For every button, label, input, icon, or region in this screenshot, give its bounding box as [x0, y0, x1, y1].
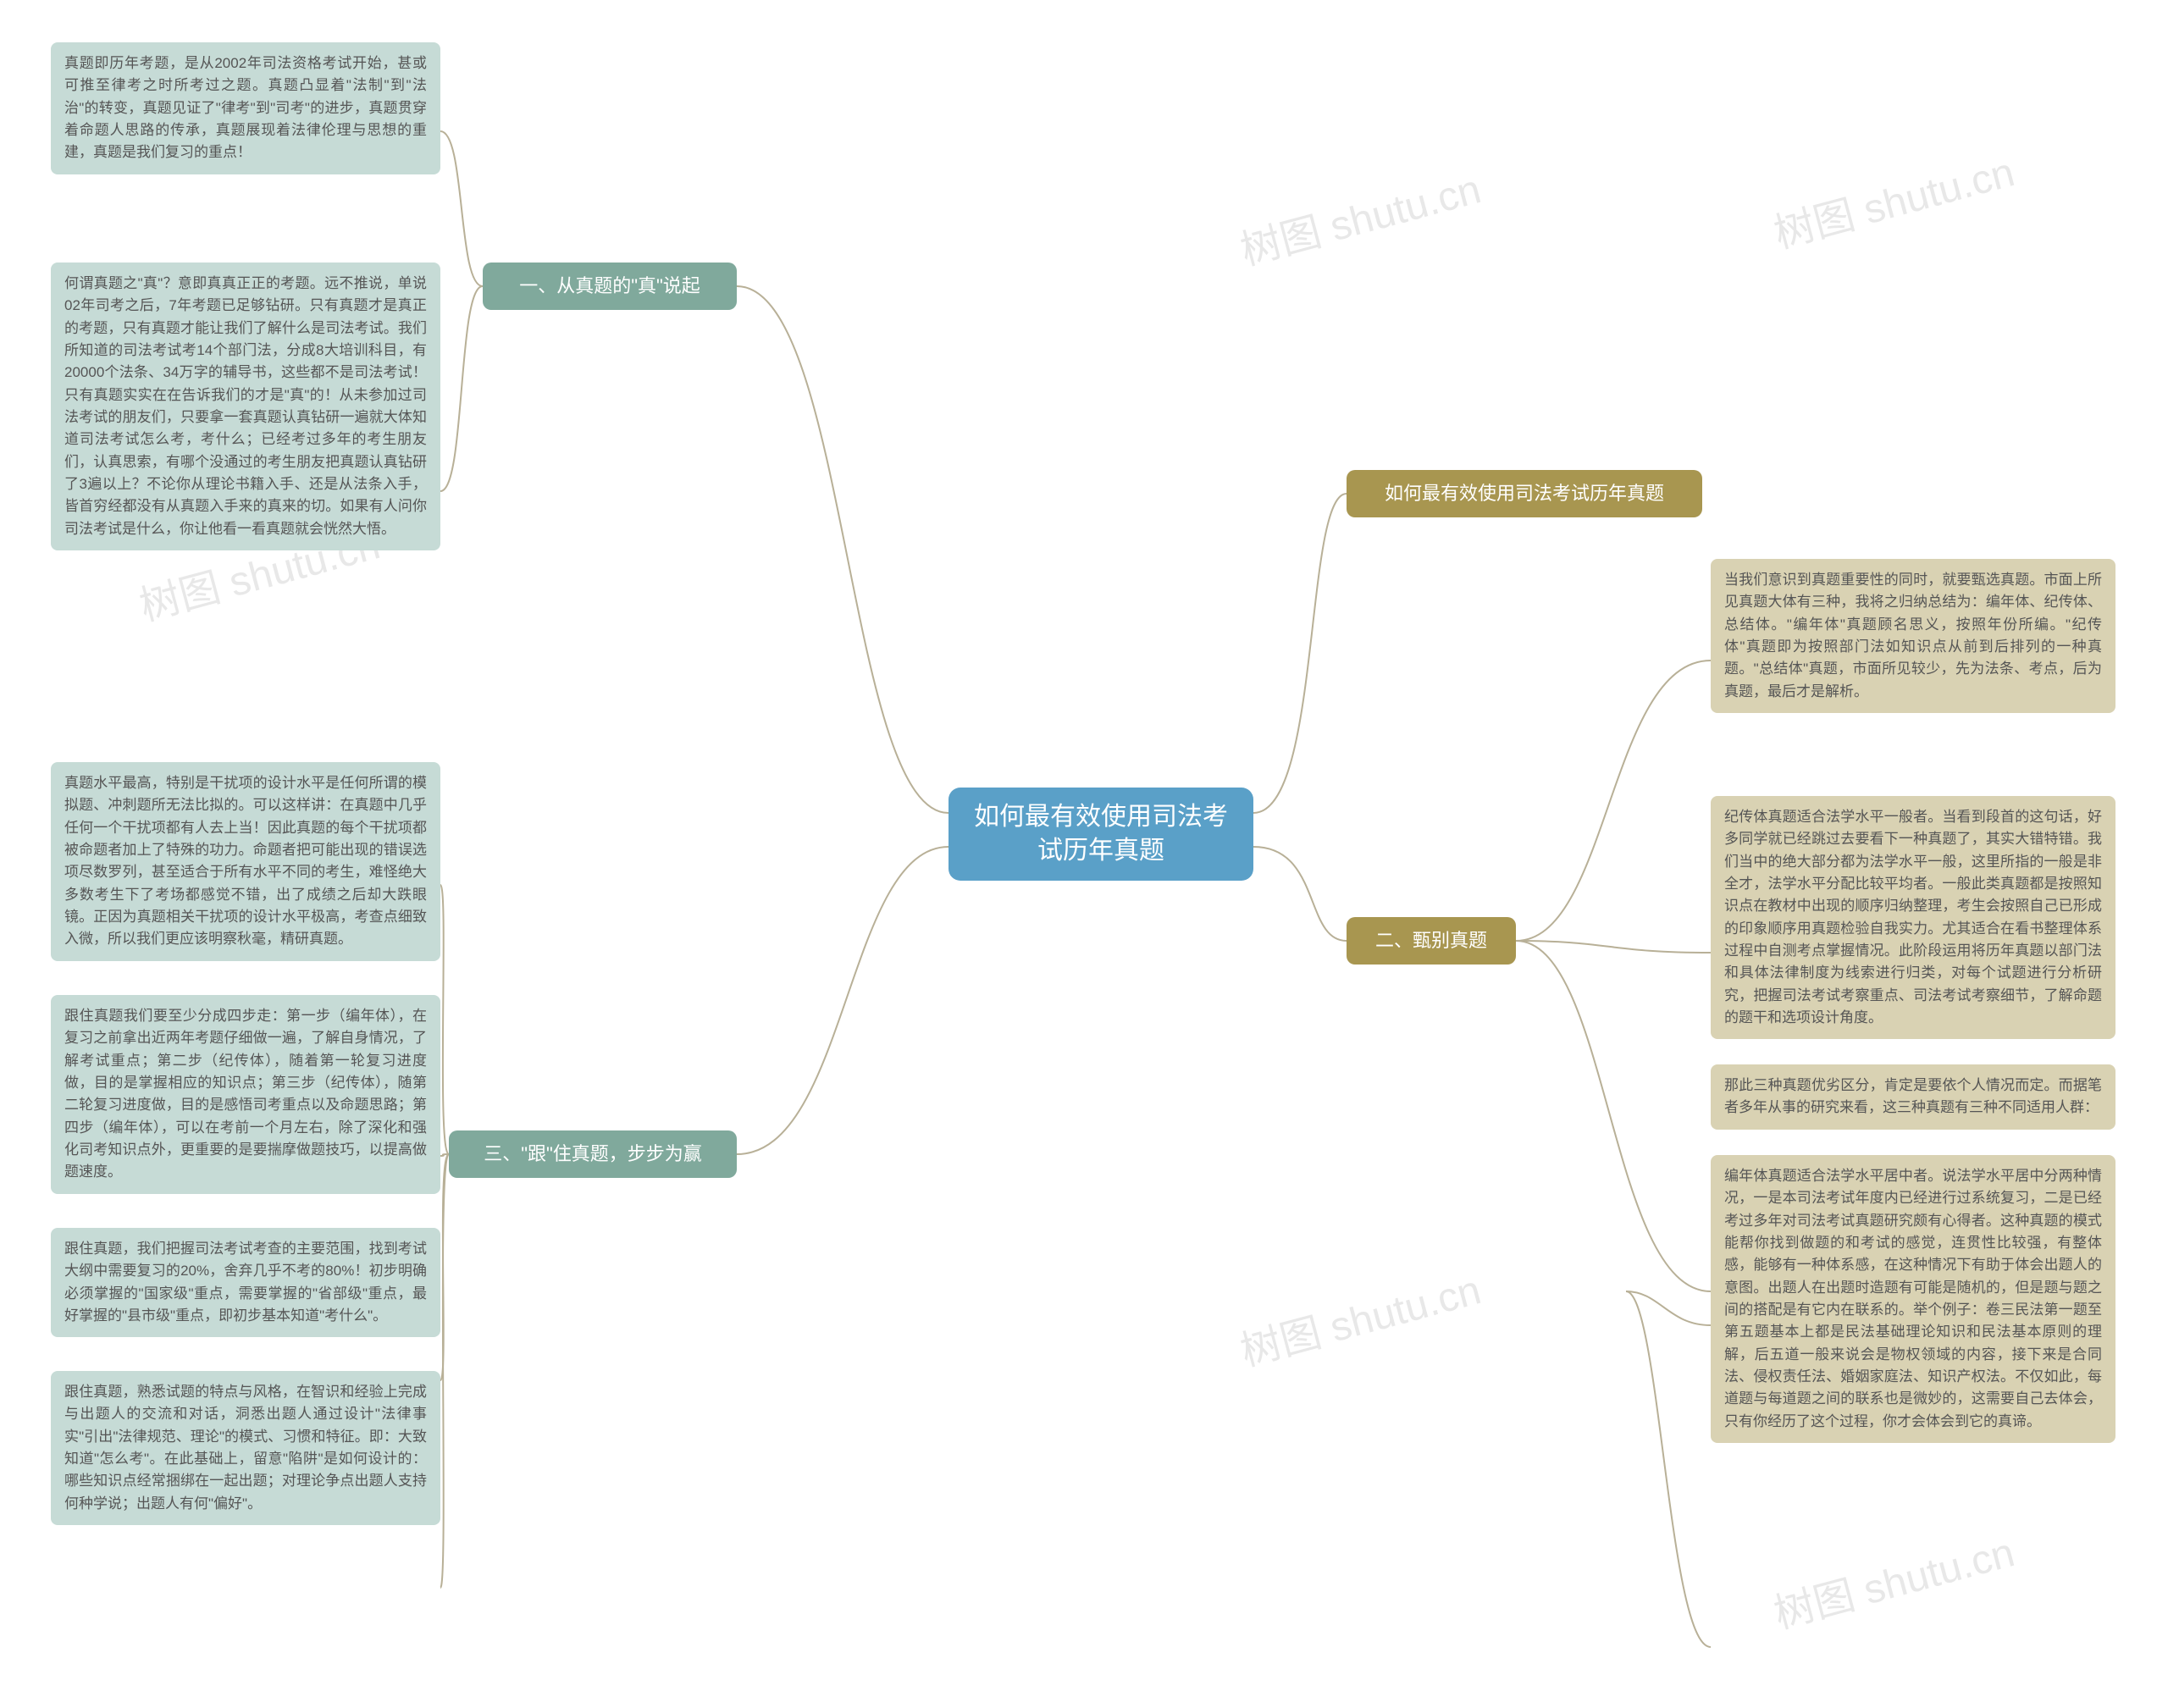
branch-1-label: 一、从真题的"真"说起 [519, 272, 700, 301]
leaf-4d-text: 跟住真题，熟悉试题的特点与风格，在智识和经验上完成与出题人的交流和对话，洞悉出题… [64, 1384, 427, 1512]
branch-4-label: 三、"跟"住真题，步步为赢 [484, 1140, 702, 1169]
leaf-3-group-text: 那此三种真题优劣区分，肯定是要依个人情况而定。而据笔者多年从事的研究来看，这三种… [1724, 1077, 2102, 1115]
leaf-3a-text: 纪传体真题适合法学水平一般者。当看到段首的这句话，好多同学就已经跳过去要看下一种… [1724, 809, 2102, 1025]
branch-3-label: 二、甄别真题 [1375, 926, 1487, 955]
center-topic-text: 如何最有效使用司法考试历年真题 [969, 800, 1233, 869]
watermark: 树图 shutu.cn [1233, 156, 1486, 277]
center-topic: 如何最有效使用司法考试历年真题 [948, 788, 1253, 881]
leaf-4b: 跟住真题我们要至少分成四步走：第一步（编年体），在复习之前拿出近两年考题仔细做一… [51, 995, 440, 1194]
leaf-3-intro-text: 当我们意识到真题重要性的同时，就要甄选真题。市面上所见真题大体有三种，我将之归纳… [1724, 572, 2102, 699]
watermark: 树图 shutu.cn [1233, 1257, 1486, 1378]
leaf-1a-text: 真题即历年考题，是从2002年司法资格考试开始，甚或可推至律考之时所考过之题。真… [64, 55, 427, 160]
leaf-4a-text: 真题水平最高，特别是干扰项的设计水平是任何所谓的模拟题、冲刺题所无法比拟的。可以… [64, 775, 427, 947]
branch-4: 三、"跟"住真题，步步为赢 [449, 1130, 737, 1178]
leaf-4d: 跟住真题，熟悉试题的特点与风格，在智识和经验上完成与出题人的交流和对话，洞悉出题… [51, 1371, 440, 1525]
watermark: 树图 shutu.cn [1767, 139, 2020, 260]
leaf-1b: 何谓真题之"真"？意即真真正正的考题。远不推说，单说02年司考之后，7年考题已足… [51, 263, 440, 550]
leaf-3b-vis: 编年体真题适合法学水平居中者。说法学水平居中分两种情况，一是本司法考试年度内已经… [1711, 1155, 2115, 1443]
leaf-4c: 跟住真题，我们把握司法考试考查的主要范围，找到考试大纲中需要复习的20%，舍弃几… [51, 1228, 440, 1337]
branch-1: 一、从真题的"真"说起 [483, 263, 737, 310]
branch-3: 二、甄别真题 [1347, 917, 1516, 965]
leaf-3-group: 那此三种真题优劣区分，肯定是要依个人情况而定。而据笔者多年从事的研究来看，这三种… [1711, 1064, 2115, 1130]
leaf-3a: 纪传体真题适合法学水平一般者。当看到段首的这句话，好多同学就已经跳过去要看下一种… [1711, 796, 2115, 1039]
leaf-1b-text: 何谓真题之"真"？意即真真正正的考题。远不推说，单说02年司考之后，7年考题已足… [64, 275, 427, 537]
branch-2-label: 如何最有效使用司法考试历年真题 [1385, 479, 1664, 508]
leaf-4c-text: 跟住真题，我们把握司法考试考查的主要范围，找到考试大纲中需要复习的20%，舍弃几… [64, 1241, 427, 1324]
leaf-3b-vis-text: 编年体真题适合法学水平居中者。说法学水平居中分两种情况，一是本司法考试年度内已经… [1724, 1168, 2102, 1429]
watermark: 树图 shutu.cn [1767, 1519, 2020, 1640]
leaf-3-intro: 当我们意识到真题重要性的同时，就要甄选真题。市面上所见真题大体有三种，我将之归纳… [1711, 559, 2115, 713]
leaf-4b-text: 跟住真题我们要至少分成四步走：第一步（编年体），在复习之前拿出近两年考题仔细做一… [64, 1008, 427, 1180]
leaf-1a: 真题即历年考题，是从2002年司法资格考试开始，甚或可推至律考之时所考过之题。真… [51, 42, 440, 174]
branch-2: 如何最有效使用司法考试历年真题 [1347, 470, 1702, 517]
leaf-4a: 真题水平最高，特别是干扰项的设计水平是任何所谓的模拟题、冲刺题所无法比拟的。可以… [51, 762, 440, 961]
